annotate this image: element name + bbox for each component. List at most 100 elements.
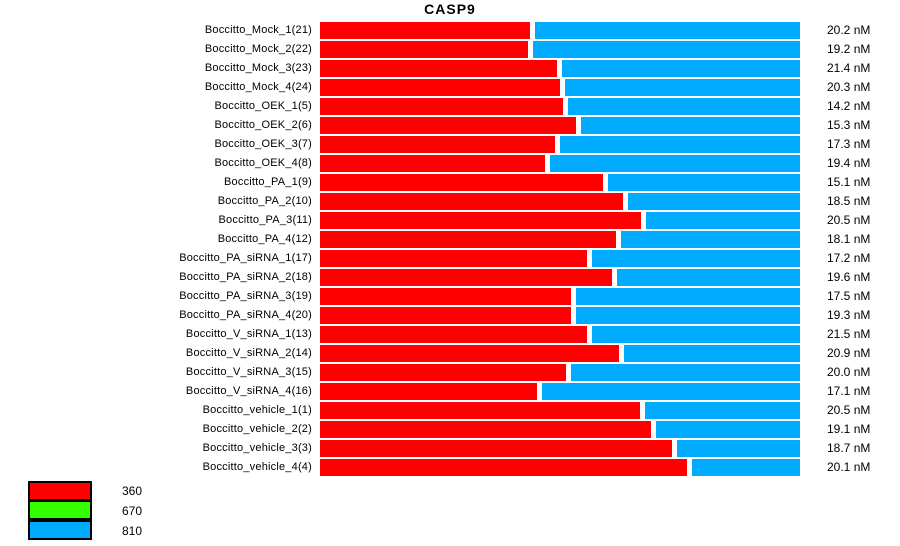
bar-row: Boccitto_Mock_4(24) 20.3 nM [0,78,900,97]
row-label: Boccitto_PA_3(11) [218,214,312,226]
bar-segment-810 [565,79,800,96]
bar-segment-360 [320,345,619,362]
row-label: Boccitto_Mock_4(24) [204,81,312,93]
legend-item: 360 [28,481,142,501]
bar-segment-360 [320,22,530,39]
bar-row: Boccitto_OEK_3(7) 17.3 nM [0,135,900,154]
bar-segment-810 [592,326,800,343]
row-label: Boccitto_PA_1(9) [224,176,312,188]
bar-track [320,440,800,457]
row-label: Boccitto_V_siRNA_1(13) [185,328,312,340]
bar-row: Boccitto_vehicle_1(1) 20.5 nM [0,401,900,420]
row-label: Boccitto_vehicle_2(2) [202,423,312,435]
bar-row: Boccitto_PA_4(12) 18.1 nM [0,230,900,249]
bar-segment-360 [320,60,557,77]
bar-segment-810 [568,98,800,115]
bar-segment-360 [320,402,640,419]
bar-track [320,250,800,267]
row-label: Boccitto_PA_4(12) [217,233,312,245]
bar-rows: Boccitto_Mock_1(21) 20.2 nM Boccitto_Moc… [0,21,900,477]
row-value: 17.1 nM [827,384,871,398]
row-label: Boccitto_V_siRNA_2(14) [185,347,312,359]
bar-segment-360 [320,326,587,343]
bar-track [320,212,800,229]
bar-row: Boccitto_PA_siRNA_3(19) 17.5 nM [0,287,900,306]
bar-segment-360 [320,231,616,248]
bar-track [320,269,800,286]
bar-segment-360 [320,250,587,267]
bar-segment-360 [320,383,537,400]
bar-track [320,383,800,400]
row-value: 20.1 nM [827,460,871,474]
bar-row: Boccitto_OEK_2(6) 15.3 nM [0,116,900,135]
bar-track [320,155,800,172]
bar-segment-360 [320,155,545,172]
row-value: 20.5 nM [827,403,871,417]
bar-row: Boccitto_PA_siRNA_2(18) 19.6 nM [0,268,900,287]
row-value: 17.5 nM [827,289,871,303]
bar-segment-360 [320,364,566,381]
bar-segment-810 [535,22,800,39]
bar-track [320,345,800,362]
row-value: 20.0 nM [827,365,871,379]
legend-label: 670 [122,504,143,518]
row-value: 18.1 nM [827,232,871,246]
bar-segment-360 [320,136,555,153]
row-value: 20.3 nM [827,80,871,94]
row-label: Boccitto_OEK_2(6) [214,119,312,131]
bar-segment-810 [692,459,800,476]
bar-segment-810 [592,250,800,267]
bar-segment-360 [320,79,560,96]
row-value: 20.2 nM [827,23,871,37]
bar-segment-360 [320,459,687,476]
bar-segment-360 [320,269,612,286]
bar-track [320,79,800,96]
bar-track [320,98,800,115]
row-label: Boccitto_V_siRNA_3(15) [185,366,312,378]
row-value: 19.6 nM [827,270,871,284]
row-label: Boccitto_vehicle_1(1) [202,404,312,416]
bar-segment-360 [320,193,623,210]
row-label: Boccitto_vehicle_4(4) [202,461,312,473]
bar-row: Boccitto_PA_2(10) 18.5 nM [0,192,900,211]
bar-segment-810 [571,364,800,381]
row-label: Boccitto_vehicle_3(3) [202,442,312,454]
bar-segment-360 [320,174,603,191]
row-value: 15.3 nM [827,118,871,132]
row-value: 21.4 nM [827,61,871,75]
bar-segment-810 [550,155,800,172]
bar-track [320,288,800,305]
row-label: Boccitto_Mock_2(22) [204,43,312,55]
row-value: 15.1 nM [827,175,871,189]
bar-track [320,60,800,77]
bar-segment-810 [542,383,800,400]
bar-segment-810 [677,440,800,457]
row-label: Boccitto_PA_2(10) [217,195,312,207]
row-value: 18.5 nM [827,194,871,208]
bar-track [320,402,800,419]
bar-row: Boccitto_OEK_4(8) 19.4 nM [0,154,900,173]
bar-track [320,459,800,476]
bar-track [320,41,800,58]
row-label: Boccitto_OEK_1(5) [214,100,312,112]
bar-row: Boccitto_Mock_3(23) 21.4 nM [0,59,900,78]
bar-row: Boccitto_V_siRNA_2(14) 20.9 nM [0,344,900,363]
legend: 360 670 810 [28,481,142,541]
bar-track [320,22,800,39]
legend-item: 670 [28,500,143,521]
row-value: 19.2 nM [827,42,871,56]
legend-item: 810 [28,520,142,541]
row-label: Boccitto_V_siRNA_4(16) [185,385,312,397]
bar-row: Boccitto_V_siRNA_3(15) 20.0 nM [0,363,900,382]
bar-row: Boccitto_PA_3(11) 20.5 nM [0,211,900,230]
row-label: Boccitto_OEK_3(7) [214,138,312,150]
bar-track [320,326,800,343]
legend-swatch [28,481,92,501]
bar-segment-810 [645,402,800,419]
bar-segment-810 [560,136,800,153]
row-label: Boccitto_PA_siRNA_1(17) [179,252,312,264]
row-label: Boccitto_Mock_3(23) [204,62,312,74]
bar-segment-810 [628,193,800,210]
bar-segment-360 [320,117,576,134]
bar-segment-810 [617,269,800,286]
